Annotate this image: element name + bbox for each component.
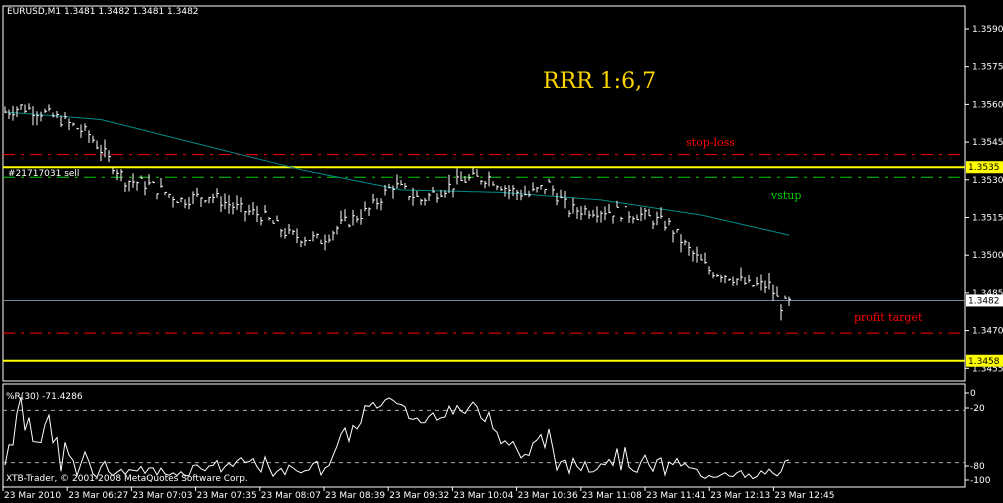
x-tick-label: 23 Mar 11:08: [582, 491, 642, 501]
indicator-y-label: -80: [970, 462, 985, 472]
moving-average-line: [4, 111, 790, 236]
y-tick-label: 1.3455: [972, 364, 1003, 374]
rrr-label: RRR 1:6,7: [543, 69, 656, 94]
x-tick-label: 23 Mar 08:07: [261, 491, 321, 501]
price-marker-label: 1.3535: [968, 163, 1000, 173]
main-pane-frame: [2, 5, 966, 382]
x-tick-label: 23 Mar 06:27: [68, 491, 128, 501]
williams-r-line: [4, 396, 790, 480]
y-tick-label: 1.3470: [972, 327, 1003, 337]
price-marker: [966, 161, 1003, 174]
x-tick-label: 23 Mar 2010: [4, 491, 61, 501]
price-marker: [966, 294, 1003, 307]
x-tick-label: 23 Mar 10:04: [453, 491, 513, 501]
y-tick-label: 1.3485: [972, 289, 1003, 299]
order-label[interactable]: #21717031 sell: [8, 169, 79, 179]
y-tick-label: 1.3590: [972, 25, 1003, 35]
x-tick-label: 23 Mar 12:45: [774, 491, 834, 501]
x-tick-label: 23 Mar 08:39: [325, 491, 385, 501]
price-marker-label: 1.3458: [968, 357, 1000, 367]
x-tick-label: 23 Mar 10:36: [518, 491, 578, 501]
indicator-pane-frame: [2, 383, 966, 488]
y-tick-label: 1.3500: [972, 251, 1003, 261]
indicator-y-label: -20: [970, 404, 985, 414]
x-tick-label: 23 Mar 09:32: [389, 491, 449, 501]
copyright: XTB-Trader, © 2001-2008 MetaQuotes Softw…: [6, 474, 248, 484]
symbol-info: EURUSD,M1 1.3481 1.3482 1.3481 1.3482: [7, 7, 199, 17]
y-tick-label: 1.3575: [972, 63, 1003, 73]
x-tick-label: 23 Mar 12:13: [710, 491, 770, 501]
profit-target-label: profit target: [854, 311, 923, 324]
y-tick-label: 1.3515: [972, 214, 1003, 224]
indicator-y-label: -100: [970, 476, 991, 486]
stop-loss-label: stop-loss: [686, 136, 735, 149]
x-tick-label: 23 Mar 11:41: [646, 491, 706, 501]
price-marker-label: 1.3482: [968, 296, 1000, 306]
indicator-y-label: 0: [970, 389, 976, 399]
y-tick-label: 1.3545: [972, 138, 1003, 148]
x-tick-label: 23 Mar 07:03: [132, 491, 192, 501]
y-tick-label: 1.3560: [972, 100, 1003, 110]
x-tick-label: 23 Mar 07:35: [197, 491, 257, 501]
y-tick-label: 1.3530: [972, 176, 1003, 186]
indicator-label: %R(30) -71.4286: [6, 392, 83, 402]
price-marker: [966, 354, 1003, 367]
entry-label: vstup: [770, 189, 801, 202]
